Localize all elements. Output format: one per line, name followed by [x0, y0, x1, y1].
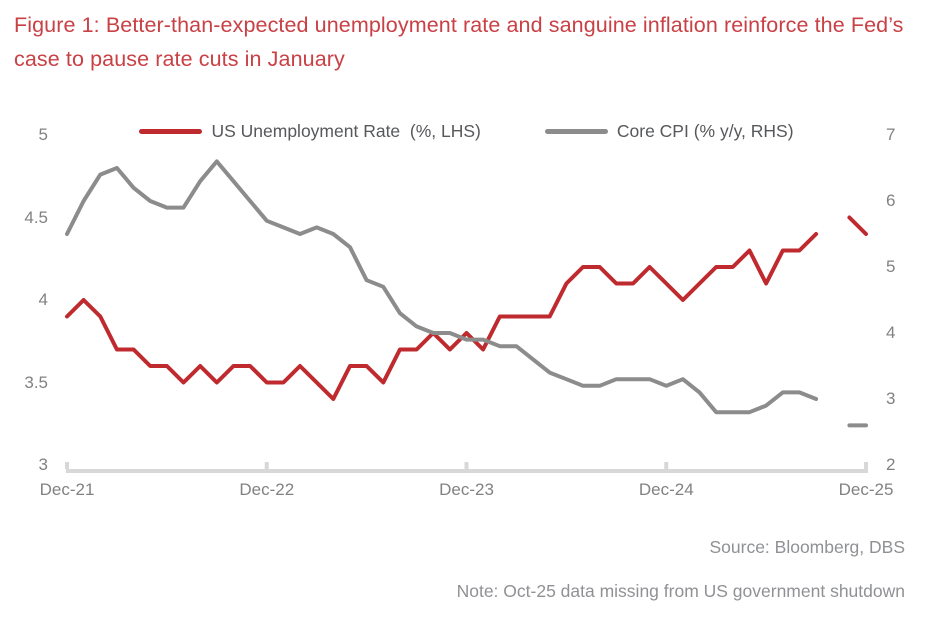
- left-axis-tick-label: 3.5: [24, 372, 48, 392]
- x-axis-tick-label: Dec-25: [838, 480, 894, 499]
- left-axis-tick-label: 5: [38, 125, 48, 144]
- left-axis-tick-label: 3: [38, 455, 48, 474]
- unemployment-line-swatch-icon: [139, 129, 203, 134]
- figure-title: Figure 1: Better-than-expected unemploym…: [14, 13, 904, 71]
- legend-label-core-cpi: Core CPI (% y/y, RHS): [616, 121, 794, 141]
- right-axis-tick-label: 5: [886, 257, 896, 276]
- right-axis-tick-label: 2: [886, 455, 896, 474]
- core-cpi-line: [65, 159, 868, 428]
- note-text: Note: Oct-25 data missing from US govern…: [456, 581, 905, 601]
- x-axis-tick: [664, 462, 669, 469]
- legend-item-unemployment: US Unemployment Rate (%, LHS): [139, 121, 481, 142]
- right-axis-tick-label: 3: [886, 389, 896, 408]
- source-text: Source: Bloomberg, DBS: [709, 537, 905, 557]
- legend-label-unemployment: US Unemployment Rate (%, LHS): [211, 121, 481, 141]
- x-axis-tick-label: Dec-23: [439, 480, 494, 499]
- core-cpi-line-swatch-icon: [544, 129, 608, 134]
- x-axis-tick: [65, 462, 69, 469]
- right-axis-tick-label: 4: [886, 323, 896, 342]
- right-axis-tick-label: 6: [886, 191, 896, 210]
- x-axis-tick: [864, 462, 868, 469]
- x-axis-tick-label: Dec-22: [239, 480, 295, 499]
- unemployment-rate-line: [65, 215, 868, 401]
- left-axis-tick-label: 4.5: [24, 207, 48, 227]
- x-axis-tick-label: Dec-24: [638, 480, 694, 499]
- chart-legend: US Unemployment Rate (%, LHS) Core CPI (…: [67, 121, 866, 142]
- x-axis-tick: [264, 462, 269, 469]
- x-axis-line: [66, 469, 868, 473]
- right-axis-tick-label: 7: [886, 125, 896, 144]
- left-axis-tick-label: 4: [38, 290, 48, 309]
- x-axis-tick-label: Dec-21: [39, 480, 95, 499]
- legend-item-core-cpi: Core CPI (% y/y, RHS): [544, 121, 794, 142]
- x-axis-tick: [464, 462, 469, 469]
